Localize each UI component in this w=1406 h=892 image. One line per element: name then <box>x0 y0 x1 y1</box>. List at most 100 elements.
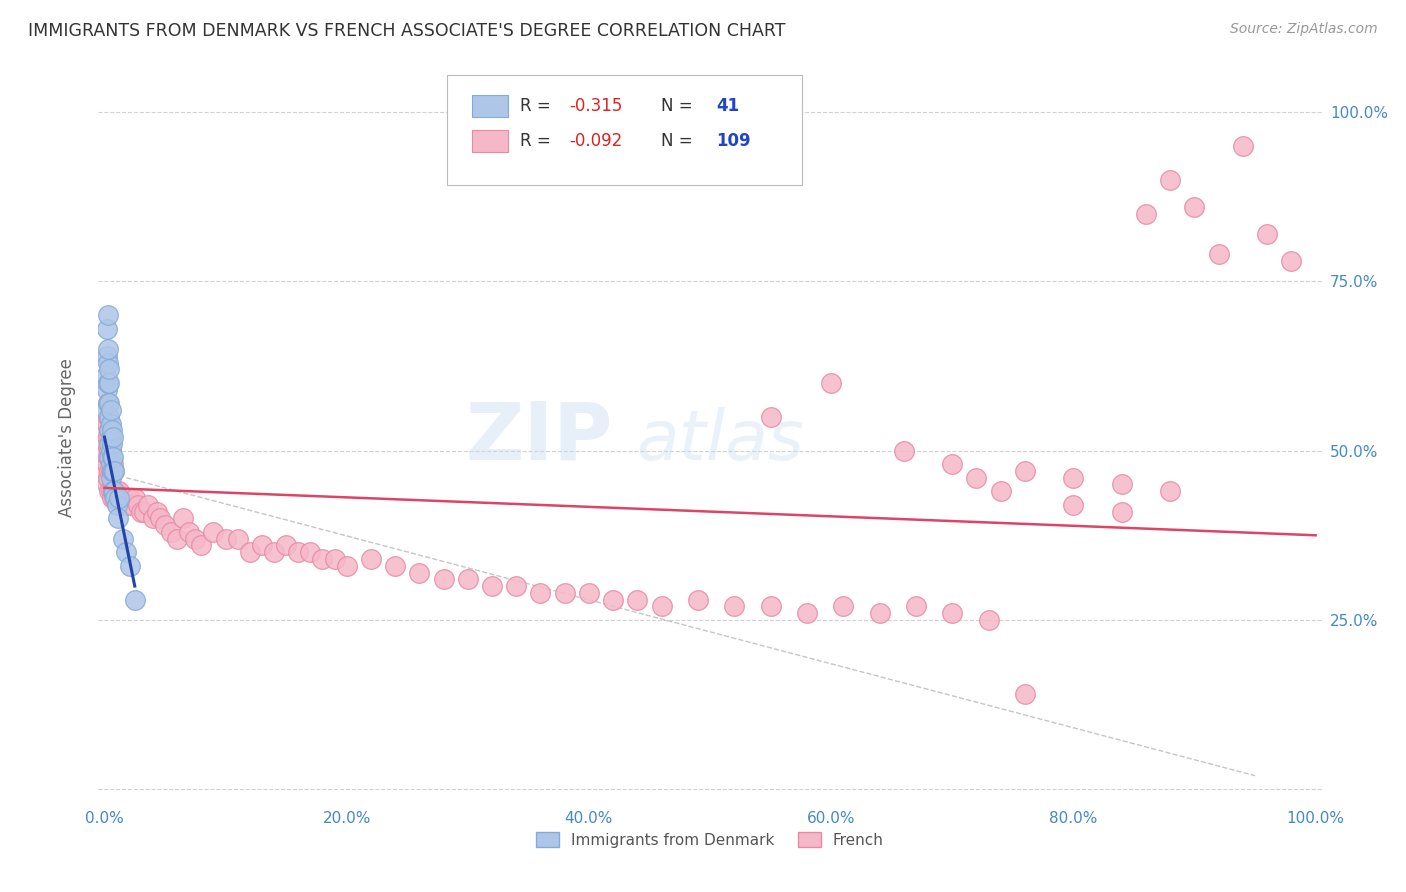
Point <box>966 471 988 485</box>
Point <box>103 484 125 499</box>
Point <box>179 524 201 539</box>
Point <box>759 409 782 424</box>
Point <box>96 383 118 397</box>
Point <box>98 464 121 478</box>
Point <box>98 423 121 437</box>
Point <box>408 566 430 580</box>
Point <box>94 423 117 437</box>
Point <box>112 498 135 512</box>
Point <box>111 532 134 546</box>
Point <box>626 592 648 607</box>
Point <box>101 457 124 471</box>
Legend: Immigrants from Denmark, French: Immigrants from Denmark, French <box>530 825 890 854</box>
Point <box>98 423 121 437</box>
Text: atlas: atlas <box>637 408 804 475</box>
Text: ZIP: ZIP <box>465 398 612 476</box>
Point <box>1135 206 1157 220</box>
Point <box>118 558 141 573</box>
Point <box>941 457 963 471</box>
Point <box>214 532 236 546</box>
Point <box>115 545 138 559</box>
Point <box>457 572 479 586</box>
Text: -0.315: -0.315 <box>569 97 623 115</box>
Point <box>977 613 1000 627</box>
Point <box>134 505 156 519</box>
Point <box>153 518 176 533</box>
Point <box>96 322 118 336</box>
Point <box>101 484 124 499</box>
Point <box>97 355 120 369</box>
Point <box>1014 464 1036 478</box>
Point <box>142 511 165 525</box>
Point <box>226 532 249 546</box>
Point <box>990 484 1012 499</box>
Point <box>105 484 128 499</box>
Point <box>100 464 122 478</box>
Point <box>108 484 131 499</box>
Point <box>97 450 120 465</box>
Point <box>97 396 120 410</box>
Text: -0.092: -0.092 <box>569 132 623 150</box>
Point <box>100 403 122 417</box>
Point <box>184 532 207 546</box>
Point <box>651 599 673 614</box>
Point <box>100 464 122 478</box>
Point <box>250 538 273 552</box>
Point <box>1232 139 1254 153</box>
Point <box>96 477 118 491</box>
Point <box>104 491 127 505</box>
Point <box>101 450 124 465</box>
Point <box>96 437 118 451</box>
Point <box>299 545 322 559</box>
Point <box>101 464 124 478</box>
Point <box>97 396 120 410</box>
Point <box>160 524 183 539</box>
Point <box>686 592 709 607</box>
Point <box>941 606 963 620</box>
Point <box>759 599 782 614</box>
Point <box>97 376 120 390</box>
Point <box>796 606 818 620</box>
Text: R =: R = <box>520 97 557 115</box>
Point <box>1062 498 1084 512</box>
Point <box>100 457 122 471</box>
Point <box>578 586 600 600</box>
Point <box>311 552 333 566</box>
Point <box>107 491 129 505</box>
Point <box>97 430 120 444</box>
Point <box>124 491 146 505</box>
FancyBboxPatch shape <box>471 130 508 152</box>
Point <box>1014 688 1036 702</box>
Point <box>96 417 118 431</box>
Point <box>276 538 298 552</box>
Point <box>1159 172 1181 186</box>
Point <box>98 396 121 410</box>
Point <box>103 491 125 505</box>
Point <box>202 524 225 539</box>
Point <box>103 464 125 478</box>
Text: Source: ZipAtlas.com: Source: ZipAtlas.com <box>1230 22 1378 37</box>
Point <box>98 484 121 499</box>
Point <box>723 599 745 614</box>
Text: 109: 109 <box>716 132 751 150</box>
Point <box>97 308 120 322</box>
Point <box>893 443 915 458</box>
Text: R =: R = <box>520 132 557 150</box>
Point <box>124 592 146 607</box>
Point <box>107 511 129 525</box>
Point <box>108 491 131 505</box>
Point <box>287 545 309 559</box>
Point <box>336 558 359 573</box>
Point <box>111 491 134 505</box>
Point <box>1111 477 1133 491</box>
FancyBboxPatch shape <box>471 95 508 118</box>
Point <box>869 606 891 620</box>
Point <box>263 545 285 559</box>
Text: 41: 41 <box>716 97 740 115</box>
Text: IMMIGRANTS FROM DENMARK VS FRENCH ASSOCIATE'S DEGREE CORRELATION CHART: IMMIGRANTS FROM DENMARK VS FRENCH ASSOCI… <box>28 22 786 40</box>
Point <box>820 376 842 390</box>
Point <box>136 498 159 512</box>
Point <box>166 532 188 546</box>
Point <box>101 430 124 444</box>
Point <box>149 511 172 525</box>
